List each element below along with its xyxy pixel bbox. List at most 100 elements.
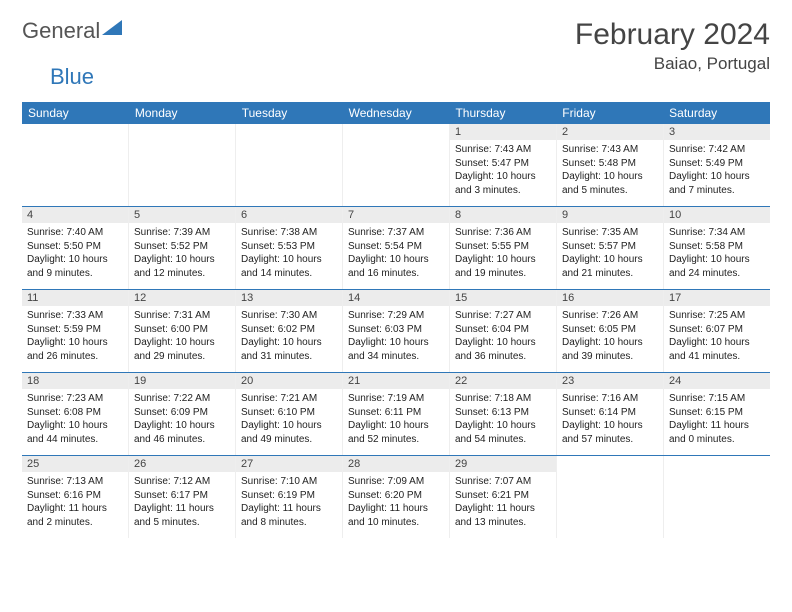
logo-text-blue: Blue bbox=[50, 64, 94, 89]
day-number: 7 bbox=[343, 207, 449, 223]
day-number: 20 bbox=[236, 373, 342, 389]
day-number: 19 bbox=[129, 373, 235, 389]
day-details: Sunrise: 7:39 AMSunset: 5:52 PMDaylight:… bbox=[129, 223, 235, 283]
daylight-text: Daylight: 10 hours and 14 minutes. bbox=[241, 253, 337, 280]
day-cell: 12Sunrise: 7:31 AMSunset: 6:00 PMDayligh… bbox=[129, 290, 236, 372]
sunrise-text: Sunrise: 7:07 AM bbox=[455, 475, 551, 489]
sunset-text: Sunset: 5:47 PM bbox=[455, 157, 551, 171]
sunset-text: Sunset: 6:09 PM bbox=[134, 406, 230, 420]
sunset-text: Sunset: 6:00 PM bbox=[134, 323, 230, 337]
daylight-text: Daylight: 11 hours and 5 minutes. bbox=[134, 502, 230, 529]
week-row: 1Sunrise: 7:43 AMSunset: 5:47 PMDaylight… bbox=[22, 124, 770, 206]
sunset-text: Sunset: 6:20 PM bbox=[348, 489, 444, 503]
day-details: Sunrise: 7:07 AMSunset: 6:21 PMDaylight:… bbox=[450, 472, 556, 532]
daylight-text: Daylight: 10 hours and 9 minutes. bbox=[27, 253, 123, 280]
day-cell: 3Sunrise: 7:42 AMSunset: 5:49 PMDaylight… bbox=[664, 124, 770, 206]
sunset-text: Sunset: 5:54 PM bbox=[348, 240, 444, 254]
day-details: Sunrise: 7:26 AMSunset: 6:05 PMDaylight:… bbox=[557, 306, 663, 366]
week-row: 11Sunrise: 7:33 AMSunset: 5:59 PMDayligh… bbox=[22, 289, 770, 372]
sunset-text: Sunset: 6:11 PM bbox=[348, 406, 444, 420]
sunrise-text: Sunrise: 7:36 AM bbox=[455, 226, 551, 240]
daylight-text: Daylight: 11 hours and 2 minutes. bbox=[27, 502, 123, 529]
sunrise-text: Sunrise: 7:15 AM bbox=[669, 392, 765, 406]
day-number: 29 bbox=[450, 456, 556, 472]
sunrise-text: Sunrise: 7:38 AM bbox=[241, 226, 337, 240]
sunrise-text: Sunrise: 7:18 AM bbox=[455, 392, 551, 406]
weekday-friday: Friday bbox=[556, 102, 663, 124]
daylight-text: Daylight: 10 hours and 19 minutes. bbox=[455, 253, 551, 280]
sunset-text: Sunset: 6:21 PM bbox=[455, 489, 551, 503]
sunset-text: Sunset: 5:59 PM bbox=[27, 323, 123, 337]
sunrise-text: Sunrise: 7:27 AM bbox=[455, 309, 551, 323]
day-number: 25 bbox=[22, 456, 128, 472]
sunrise-text: Sunrise: 7:23 AM bbox=[27, 392, 123, 406]
day-cell: 28Sunrise: 7:09 AMSunset: 6:20 PMDayligh… bbox=[343, 456, 450, 538]
day-number: 16 bbox=[557, 290, 663, 306]
weekday-thursday: Thursday bbox=[449, 102, 556, 124]
sunrise-text: Sunrise: 7:29 AM bbox=[348, 309, 444, 323]
sunset-text: Sunset: 5:57 PM bbox=[562, 240, 658, 254]
day-cell: 1Sunrise: 7:43 AMSunset: 5:47 PMDaylight… bbox=[450, 124, 557, 206]
day-number: 14 bbox=[343, 290, 449, 306]
day-details: Sunrise: 7:10 AMSunset: 6:19 PMDaylight:… bbox=[236, 472, 342, 532]
logo-triangle-icon bbox=[102, 20, 128, 43]
day-cell bbox=[343, 124, 450, 206]
daylight-text: Daylight: 10 hours and 3 minutes. bbox=[455, 170, 551, 197]
day-number: 17 bbox=[664, 290, 770, 306]
day-cell: 16Sunrise: 7:26 AMSunset: 6:05 PMDayligh… bbox=[557, 290, 664, 372]
sunrise-text: Sunrise: 7:34 AM bbox=[669, 226, 765, 240]
day-details: Sunrise: 7:12 AMSunset: 6:17 PMDaylight:… bbox=[129, 472, 235, 532]
sunset-text: Sunset: 6:14 PM bbox=[562, 406, 658, 420]
day-details: Sunrise: 7:27 AMSunset: 6:04 PMDaylight:… bbox=[450, 306, 556, 366]
day-number: 22 bbox=[450, 373, 556, 389]
day-number: 4 bbox=[22, 207, 128, 223]
daylight-text: Daylight: 10 hours and 41 minutes. bbox=[669, 336, 765, 363]
weekday-saturday: Saturday bbox=[663, 102, 770, 124]
sunset-text: Sunset: 6:08 PM bbox=[27, 406, 123, 420]
sunset-text: Sunset: 5:52 PM bbox=[134, 240, 230, 254]
day-cell: 25Sunrise: 7:13 AMSunset: 6:16 PMDayligh… bbox=[22, 456, 129, 538]
sunrise-text: Sunrise: 7:40 AM bbox=[27, 226, 123, 240]
calendar: Sunday Monday Tuesday Wednesday Thursday… bbox=[22, 102, 770, 538]
daylight-text: Daylight: 10 hours and 52 minutes. bbox=[348, 419, 444, 446]
day-number: 1 bbox=[450, 124, 556, 140]
day-details: Sunrise: 7:38 AMSunset: 5:53 PMDaylight:… bbox=[236, 223, 342, 283]
sunrise-text: Sunrise: 7:19 AM bbox=[348, 392, 444, 406]
daylight-text: Daylight: 11 hours and 13 minutes. bbox=[455, 502, 551, 529]
sunrise-text: Sunrise: 7:21 AM bbox=[241, 392, 337, 406]
day-cell: 4 Sunrise: 7:40 AMSunset: 5:50 PMDaylight… bbox=[22, 207, 129, 289]
weekday-header-row: Sunday Monday Tuesday Wednesday Thursday… bbox=[22, 102, 770, 124]
month-title: February 2024 bbox=[575, 18, 770, 52]
daylight-text: Daylight: 10 hours and 46 minutes. bbox=[134, 419, 230, 446]
day-cell: 10Sunrise: 7:34 AMSunset: 5:58 PMDayligh… bbox=[664, 207, 770, 289]
sunset-text: Sunset: 5:55 PM bbox=[455, 240, 551, 254]
day-number: 18 bbox=[22, 373, 128, 389]
day-number: 15 bbox=[450, 290, 556, 306]
sunrise-text: Sunrise: 7:30 AM bbox=[241, 309, 337, 323]
day-cell bbox=[22, 124, 129, 206]
day-cell: 29Sunrise: 7:07 AMSunset: 6:21 PMDayligh… bbox=[450, 456, 557, 538]
day-details: Sunrise: 7:31 AMSunset: 6:00 PMDaylight:… bbox=[129, 306, 235, 366]
weekday-wednesday: Wednesday bbox=[343, 102, 450, 124]
daylight-text: Daylight: 10 hours and 54 minutes. bbox=[455, 419, 551, 446]
day-number: 2 bbox=[557, 124, 663, 140]
day-cell: 22Sunrise: 7:18 AMSunset: 6:13 PMDayligh… bbox=[450, 373, 557, 455]
day-cell: 15Sunrise: 7:27 AMSunset: 6:04 PMDayligh… bbox=[450, 290, 557, 372]
sunset-text: Sunset: 5:50 PM bbox=[27, 240, 123, 254]
daylight-text: Daylight: 10 hours and 44 minutes. bbox=[27, 419, 123, 446]
weekday-sunday: Sunday bbox=[22, 102, 129, 124]
sunset-text: Sunset: 6:10 PM bbox=[241, 406, 337, 420]
day-details: Sunrise: 7:15 AMSunset: 6:15 PMDaylight:… bbox=[664, 389, 770, 449]
day-number: 27 bbox=[236, 456, 342, 472]
sunset-text: Sunset: 6:05 PM bbox=[562, 323, 658, 337]
day-cell: 21Sunrise: 7:19 AMSunset: 6:11 PMDayligh… bbox=[343, 373, 450, 455]
day-cell: 23Sunrise: 7:16 AMSunset: 6:14 PMDayligh… bbox=[557, 373, 664, 455]
day-cell: 24Sunrise: 7:15 AMSunset: 6:15 PMDayligh… bbox=[664, 373, 770, 455]
sunrise-text: Sunrise: 7:16 AM bbox=[562, 392, 658, 406]
day-number: 23 bbox=[557, 373, 663, 389]
sunrise-text: Sunrise: 7:42 AM bbox=[669, 143, 765, 157]
day-cell: 27Sunrise: 7:10 AMSunset: 6:19 PMDayligh… bbox=[236, 456, 343, 538]
sunrise-text: Sunrise: 7:13 AM bbox=[27, 475, 123, 489]
daylight-text: Daylight: 10 hours and 16 minutes. bbox=[348, 253, 444, 280]
daylight-text: Daylight: 10 hours and 5 minutes. bbox=[562, 170, 658, 197]
